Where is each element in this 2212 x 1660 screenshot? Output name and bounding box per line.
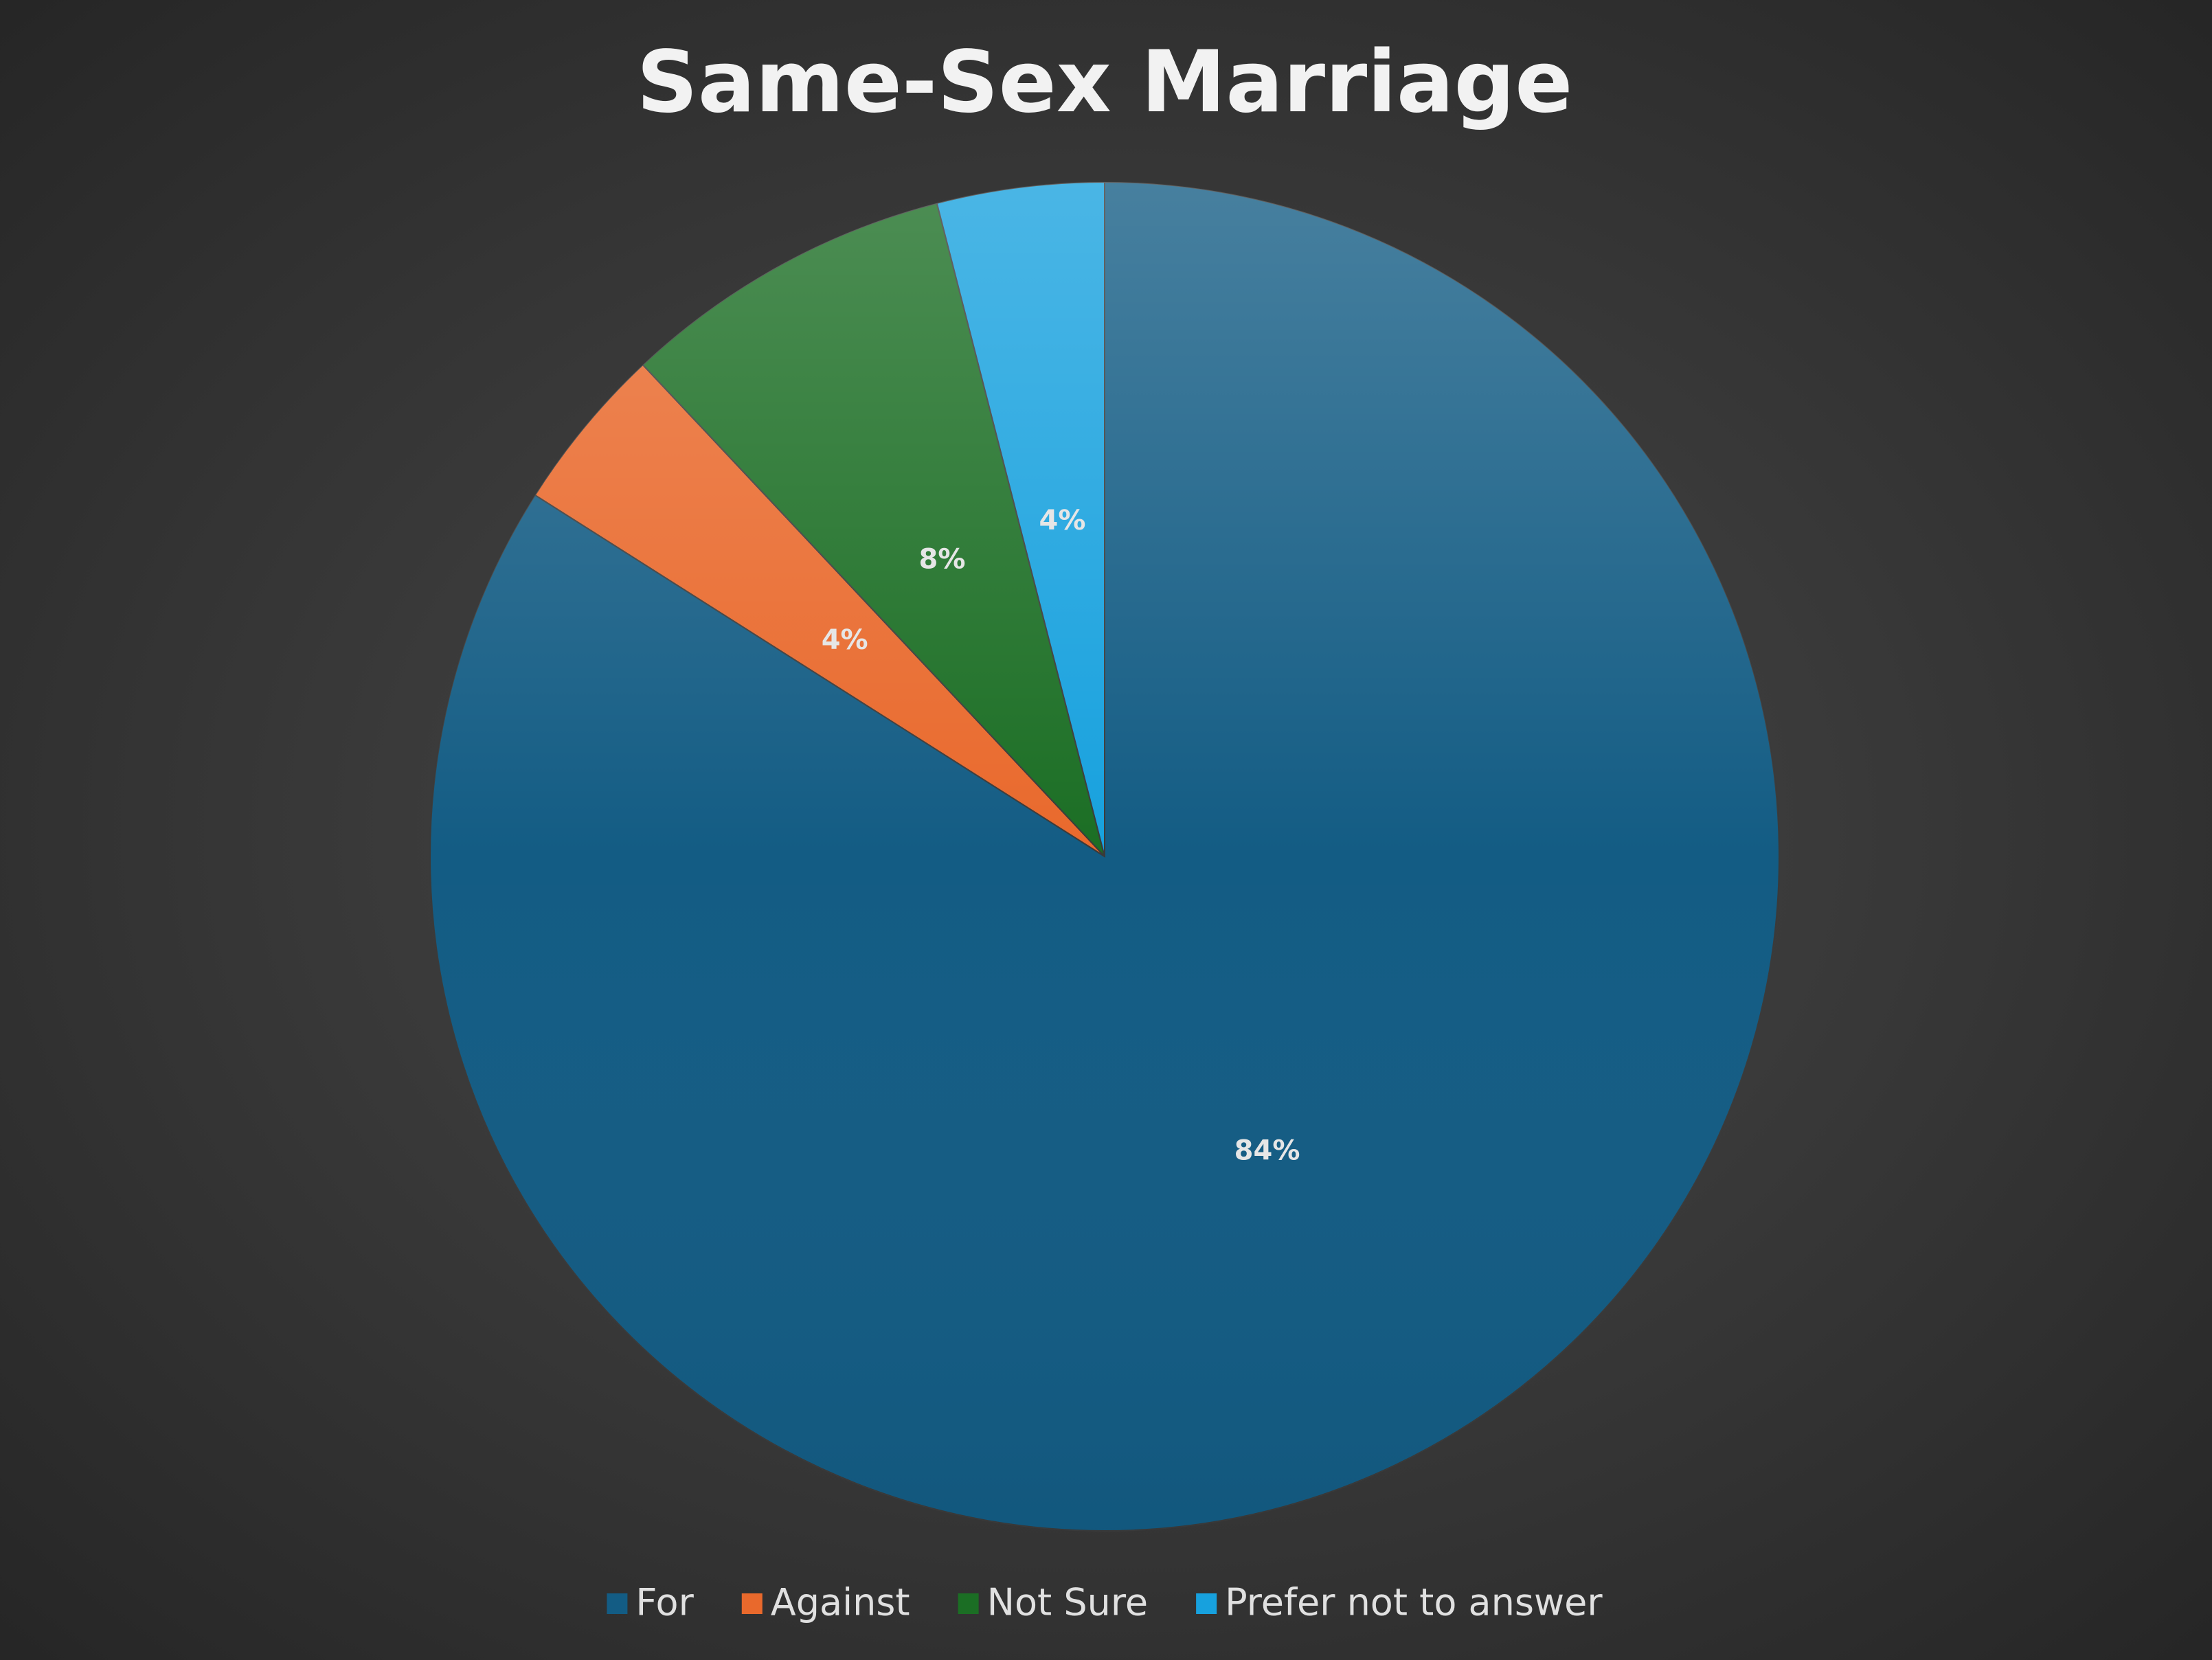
legend-swatch bbox=[741, 1593, 763, 1614]
chart-title: Same-Sex Marriage bbox=[637, 33, 1573, 132]
legend-label: Not Sure bbox=[987, 1581, 1149, 1624]
data-labels: 84% 4% 8% 4% bbox=[822, 505, 1300, 1166]
data-label: 8% bbox=[918, 544, 965, 576]
pie bbox=[429, 181, 1780, 1532]
legend-swatch bbox=[607, 1593, 628, 1614]
legend: For Against Not Sure Prefer not to answer bbox=[607, 1581, 1603, 1624]
data-label: 4% bbox=[822, 624, 868, 656]
legend-label: Against bbox=[771, 1581, 910, 1624]
legend-label: Prefer not to answer bbox=[1225, 1581, 1603, 1624]
legend-swatch bbox=[1196, 1593, 1217, 1614]
data-label: 84% bbox=[1234, 1135, 1300, 1166]
legend-swatch bbox=[958, 1593, 979, 1614]
data-label: 4% bbox=[1039, 505, 1086, 536]
legend-label: For bbox=[635, 1581, 694, 1624]
